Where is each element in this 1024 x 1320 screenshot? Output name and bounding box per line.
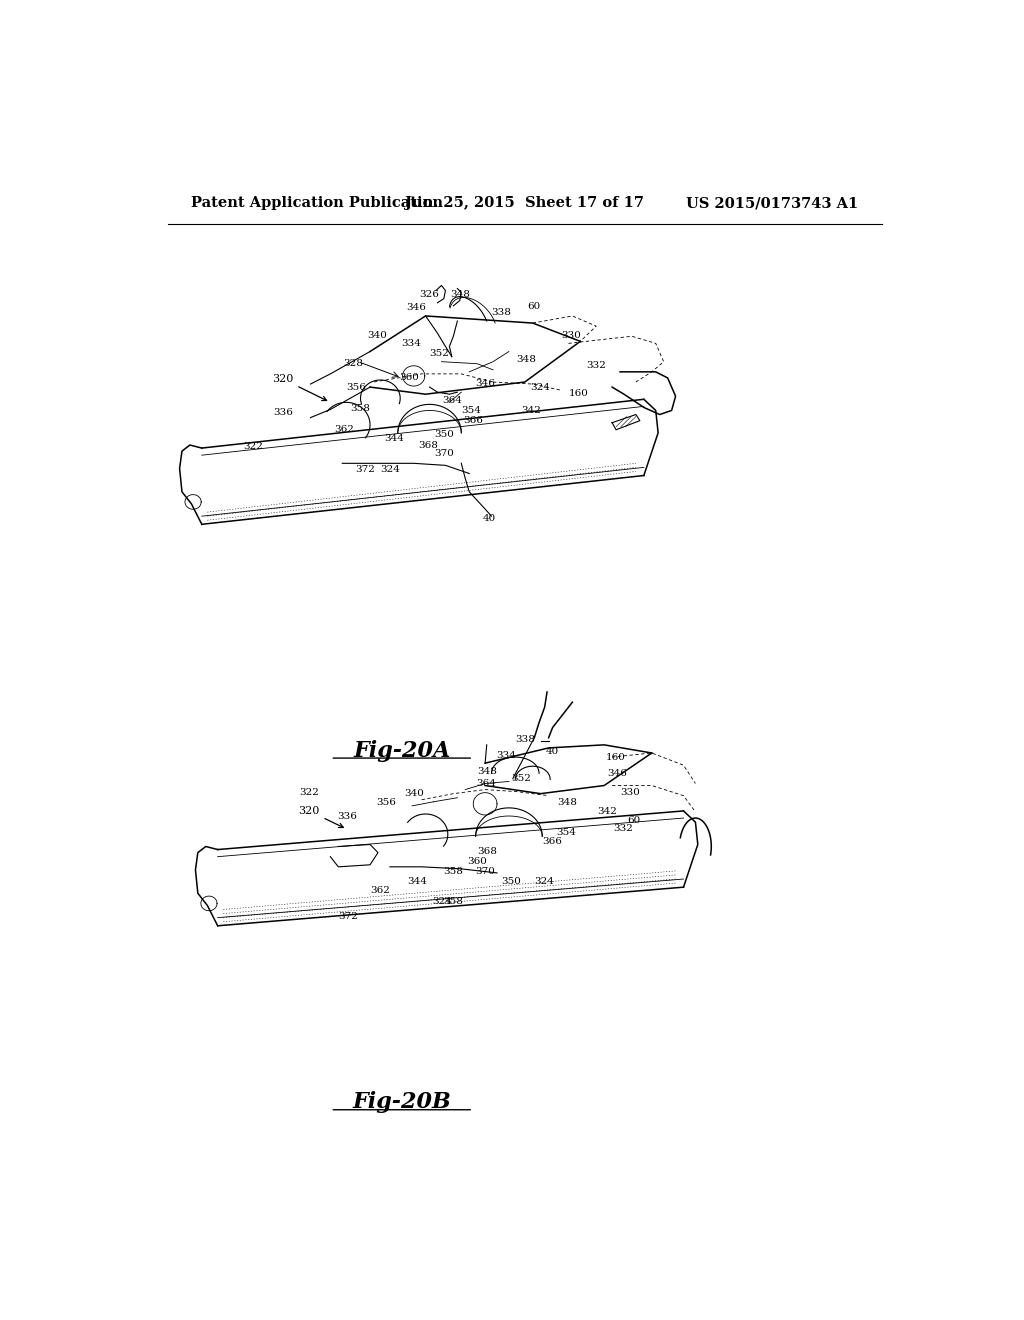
Text: 348: 348 bbox=[516, 355, 537, 364]
Text: 334: 334 bbox=[401, 339, 421, 348]
Text: 338: 338 bbox=[515, 735, 535, 744]
Text: 320: 320 bbox=[298, 807, 343, 828]
Text: 330: 330 bbox=[561, 331, 581, 339]
Text: 40: 40 bbox=[546, 747, 559, 756]
Text: 334: 334 bbox=[496, 751, 516, 759]
Text: 352: 352 bbox=[429, 348, 450, 358]
Text: 322: 322 bbox=[244, 442, 263, 450]
Text: 160: 160 bbox=[568, 388, 589, 397]
Text: 360: 360 bbox=[399, 374, 419, 383]
Text: 360: 360 bbox=[467, 857, 487, 866]
Text: 320: 320 bbox=[272, 374, 327, 400]
Text: 350: 350 bbox=[502, 876, 521, 886]
Text: Fig-20A: Fig-20A bbox=[353, 739, 451, 762]
Text: 352: 352 bbox=[511, 774, 530, 783]
Text: 368: 368 bbox=[418, 441, 438, 450]
Text: 340: 340 bbox=[403, 789, 424, 799]
Text: 342: 342 bbox=[521, 407, 541, 414]
Text: 322: 322 bbox=[299, 788, 318, 797]
Text: 354: 354 bbox=[462, 407, 481, 414]
Text: 340: 340 bbox=[368, 331, 387, 339]
Text: 346: 346 bbox=[407, 304, 426, 313]
Text: 364: 364 bbox=[441, 396, 462, 405]
Text: 362: 362 bbox=[334, 425, 354, 434]
Text: Jun. 25, 2015  Sheet 17 of 17: Jun. 25, 2015 Sheet 17 of 17 bbox=[406, 197, 644, 210]
Text: 346: 346 bbox=[607, 768, 628, 777]
Text: 370: 370 bbox=[475, 867, 495, 876]
Text: 356: 356 bbox=[376, 799, 396, 808]
Text: 336: 336 bbox=[337, 812, 357, 821]
Text: 60: 60 bbox=[527, 302, 541, 312]
Text: 358: 358 bbox=[443, 896, 463, 906]
Text: 368: 368 bbox=[477, 847, 498, 857]
Text: 336: 336 bbox=[272, 408, 293, 417]
Text: Patent Application Publication: Patent Application Publication bbox=[191, 197, 443, 210]
Text: 330: 330 bbox=[621, 788, 640, 797]
Text: 326: 326 bbox=[420, 290, 439, 300]
Text: 40: 40 bbox=[482, 513, 496, 523]
Text: 362: 362 bbox=[371, 886, 390, 895]
Text: 346: 346 bbox=[475, 379, 495, 388]
Text: Fig-20B: Fig-20B bbox=[352, 1092, 452, 1114]
Text: 344: 344 bbox=[408, 876, 428, 886]
Text: 160: 160 bbox=[605, 752, 626, 762]
Text: 342: 342 bbox=[597, 808, 617, 817]
Text: 324: 324 bbox=[380, 465, 399, 474]
Text: 358: 358 bbox=[443, 867, 463, 876]
Text: 358: 358 bbox=[350, 404, 371, 413]
Text: 356: 356 bbox=[346, 383, 366, 392]
Text: US 2015/0173743 A1: US 2015/0173743 A1 bbox=[686, 197, 858, 210]
Text: 60: 60 bbox=[628, 816, 641, 825]
Text: 338: 338 bbox=[492, 309, 511, 317]
Text: 332: 332 bbox=[613, 824, 633, 833]
Text: 348: 348 bbox=[558, 799, 578, 808]
Text: 354: 354 bbox=[556, 828, 577, 837]
Text: 366: 366 bbox=[463, 416, 483, 425]
Text: 332: 332 bbox=[587, 362, 606, 370]
Text: 348: 348 bbox=[450, 290, 470, 300]
Text: 372: 372 bbox=[355, 465, 375, 474]
Text: 366: 366 bbox=[542, 837, 562, 846]
Text: 364: 364 bbox=[476, 779, 496, 788]
Text: 372: 372 bbox=[339, 912, 358, 921]
Text: 324: 324 bbox=[432, 896, 453, 906]
Text: 328: 328 bbox=[343, 359, 364, 368]
Text: 344: 344 bbox=[384, 434, 403, 444]
Text: 324: 324 bbox=[534, 876, 554, 886]
Text: 348: 348 bbox=[477, 767, 497, 776]
Text: 370: 370 bbox=[434, 449, 454, 458]
Text: 350: 350 bbox=[434, 430, 454, 440]
Text: 324: 324 bbox=[530, 383, 551, 392]
